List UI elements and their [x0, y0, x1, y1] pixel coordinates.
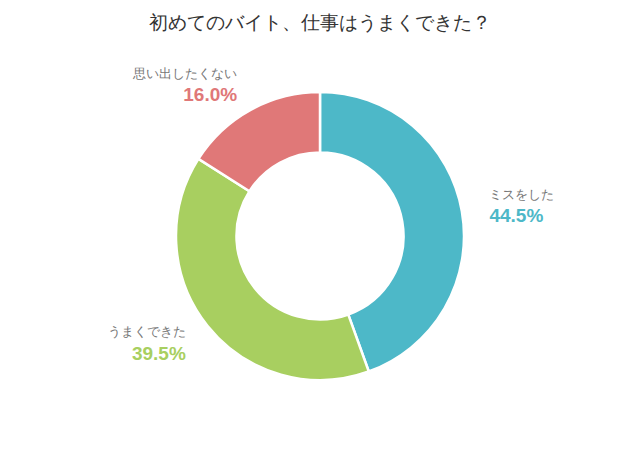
html-text:初めてのバイト、仕事はうまくできた？: 初めてのバイト、仕事はうまくできた？	[149, 12, 491, 33]
svg-text:うまくできた: うまくできた	[108, 324, 186, 339]
svg-text:39.5%: 39.5%	[132, 343, 186, 364]
svg-text:ミスをした: ミスをした	[489, 187, 554, 202]
svg-text:44.5%: 44.5%	[489, 205, 543, 226]
svg-text:16.0%: 16.0%	[183, 84, 237, 105]
svg-text:思い出したくない: 思い出したくない	[132, 66, 237, 81]
